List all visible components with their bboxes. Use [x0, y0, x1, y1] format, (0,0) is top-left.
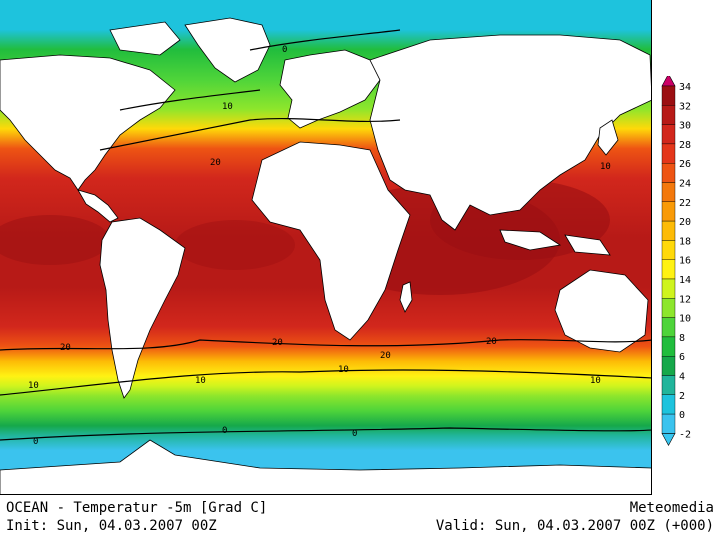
colorbar-swatch [661, 413, 676, 434]
colorbar-tick-label: 18 [679, 236, 691, 247]
australia [554, 269, 649, 353]
colorbar-tick-label: 4 [679, 372, 685, 383]
colorbar-legend: 34 32 30 28 26 24 22 20 18 16 14 12 10 8 6 4 2 0 -2 [652, 73, 720, 466]
contour-label: 20 [486, 337, 497, 347]
colorbar-tick-label: 34 [679, 82, 691, 93]
indonesia [499, 229, 562, 251]
map-title: OCEAN - Temperatur -5m [Grad C] [6, 500, 268, 516]
colorbar-swatch [661, 105, 676, 125]
colorbar-swatch [661, 336, 676, 357]
contour-label: 0 [282, 45, 287, 55]
contour-label: 0 [33, 437, 38, 447]
colorbar-tick-label: 22 [679, 198, 691, 209]
colorbar-swatch [661, 124, 676, 145]
colorbar-swatch [661, 394, 676, 415]
isotherm-10-south [0, 369, 651, 396]
south-america [99, 217, 186, 399]
contour-label: 10 [222, 102, 233, 112]
colorbar-tick-label: 2 [679, 391, 685, 402]
colorbar-swatch [661, 220, 676, 241]
colorbar-swatch [661, 240, 676, 260]
colorbar-swatch [661, 278, 676, 299]
east-pacific-warm-pool [0, 215, 110, 265]
colorbar-swatch [661, 201, 676, 222]
arctic-islands [109, 21, 181, 56]
isotherm-20-north [99, 117, 401, 151]
isotherm-0-north [249, 29, 401, 51]
contour-label: 20 [380, 351, 391, 361]
colorbar-swatch [661, 143, 676, 164]
colorbar-tick-label: -2 [679, 429, 691, 440]
colorbar-tick-label: 24 [679, 179, 691, 190]
sst-map: 0 10 20 20 20 20 10 10 10 10 0 0 0 20 10 [0, 0, 652, 495]
asia [369, 34, 651, 231]
init-time: Init: Sun, 04.03.2007 00Z [6, 518, 217, 534]
contour-label: 10 [590, 376, 601, 386]
isotherms [0, 29, 651, 441]
central-america [77, 189, 119, 223]
north-america [0, 54, 176, 191]
contour-labels: 0 10 20 20 20 20 10 10 10 10 0 0 0 20 10 [28, 45, 611, 447]
madagascar [399, 281, 413, 313]
europe [279, 49, 381, 129]
africa [251, 141, 411, 341]
new-guinea [564, 234, 611, 256]
contour-label: 10 [28, 381, 39, 391]
isotherm-20-south [0, 339, 651, 351]
source-label: Meteomedia [629, 500, 714, 516]
greenland [184, 17, 271, 83]
colorbar-swatch [661, 182, 676, 202]
colorbar-tick-label: 26 [679, 159, 691, 170]
colorbar-swatch [661, 85, 676, 106]
isotherm-10-north [119, 89, 261, 111]
colorbar-tick-label: 0 [679, 410, 685, 421]
colorbar-swatch [661, 259, 676, 280]
atlantic-warm-pool [175, 220, 295, 270]
colorbar-tick-label: 12 [679, 294, 691, 305]
antarctica [0, 439, 651, 494]
contour-label: 10 [600, 162, 611, 172]
colorbar-swatch [661, 375, 676, 395]
colorbar-top-arrow [661, 73, 676, 87]
colorbar-bottom-arrow [661, 433, 676, 447]
sst-map-canvas: 0 10 20 20 20 20 10 10 10 10 0 0 0 20 10 [0, 0, 651, 494]
colorbar-tick-label: 32 [679, 101, 691, 112]
colorbar-tick-label: 10 [679, 314, 691, 325]
contour-label: 10 [195, 376, 206, 386]
colorbar-swatch [661, 356, 676, 376]
colorbar-tick-label: 28 [679, 140, 691, 151]
contour-label: 20 [210, 158, 221, 168]
colorbar-swatch [661, 162, 676, 183]
contour-label: 10 [338, 365, 349, 375]
contour-label: 0 [222, 426, 227, 436]
colorbar-tick-label: 14 [679, 275, 691, 286]
colorbar-tick-label: 16 [679, 256, 691, 267]
colorbar-tick-label: 6 [679, 352, 685, 363]
colorbar-swatch [661, 317, 676, 338]
colorbar-tick-label: 30 [679, 121, 691, 132]
colorbar-tick-label: 8 [679, 333, 685, 344]
colorbar-tick-label: 20 [679, 217, 691, 228]
japan [597, 119, 619, 156]
colorbar-swatch [661, 298, 676, 318]
land [0, 17, 651, 494]
valid-time: Valid: Sun, 04.03.2007 00Z (+000) [435, 518, 714, 534]
isotherm-0-south [0, 427, 651, 441]
contour-label: 20 [60, 343, 71, 353]
contour-label: 20 [272, 338, 283, 348]
contour-label: 0 [352, 429, 357, 439]
